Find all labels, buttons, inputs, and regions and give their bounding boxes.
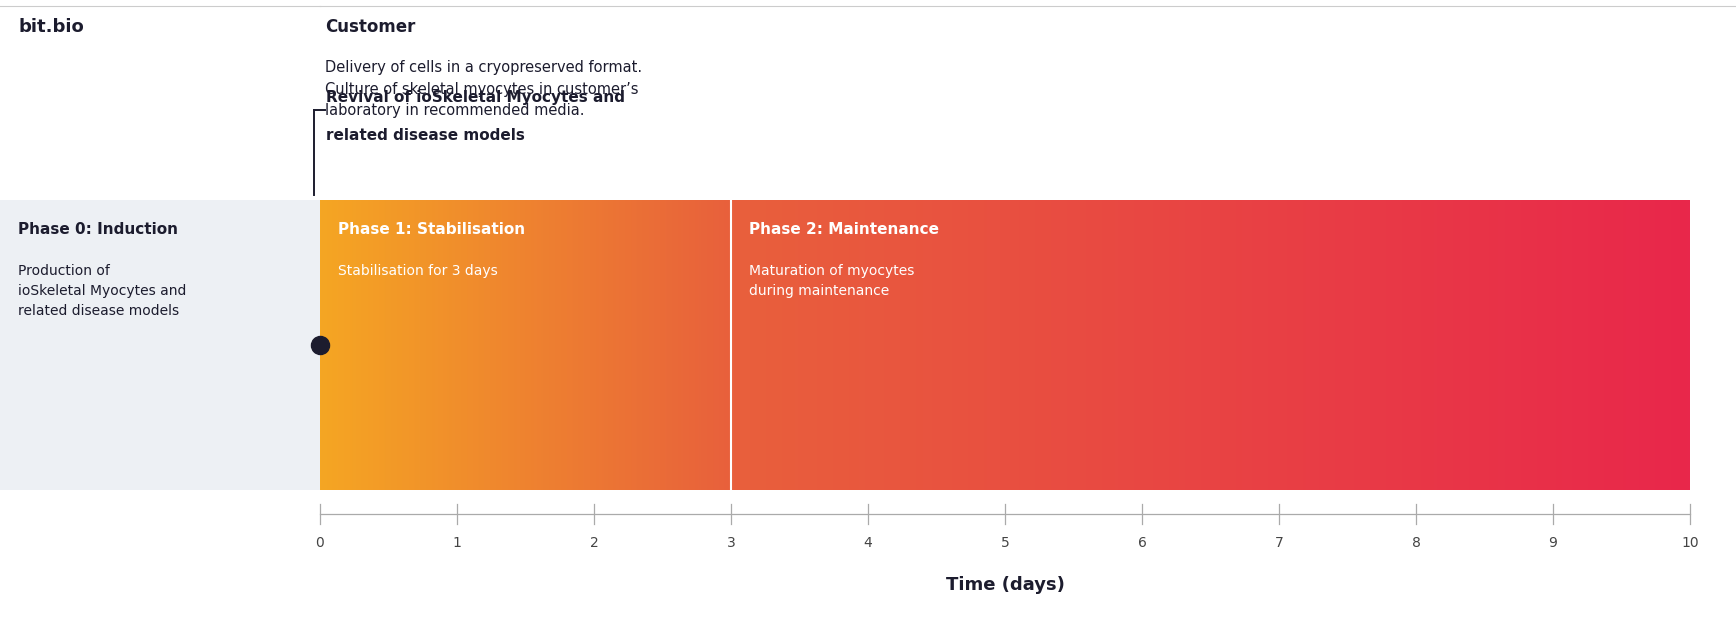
Text: Production of
ioSkeletal Myocytes and
related disease models: Production of ioSkeletal Myocytes and re… [17, 264, 186, 318]
Text: 2: 2 [590, 536, 599, 550]
Text: Phase 1: Stabilisation: Phase 1: Stabilisation [339, 222, 524, 237]
Text: 8: 8 [1411, 536, 1420, 550]
Text: 7: 7 [1274, 536, 1283, 550]
Text: 5: 5 [1000, 536, 1009, 550]
Text: 1: 1 [453, 536, 462, 550]
Text: Time (days): Time (days) [946, 576, 1064, 594]
Text: Phase 0: Induction: Phase 0: Induction [17, 222, 179, 237]
Text: Revival of ioSkeletal Myocytes and: Revival of ioSkeletal Myocytes and [326, 90, 625, 105]
Bar [0, 200, 319, 490]
Text: Customer: Customer [325, 18, 415, 36]
Text: related disease models: related disease models [326, 128, 524, 143]
Text: Delivery of cells in a cryopreserved format.
Culture of skeletal myocytes in cus: Delivery of cells in a cryopreserved for… [325, 60, 642, 118]
Text: Phase 2: Maintenance: Phase 2: Maintenance [748, 222, 939, 237]
Text: 3: 3 [727, 536, 736, 550]
Text: 0: 0 [316, 536, 325, 550]
Text: bit.bio: bit.bio [17, 18, 83, 36]
Text: 6: 6 [1137, 536, 1146, 550]
Text: 10: 10 [1680, 536, 1700, 550]
Text: Stabilisation for 3 days: Stabilisation for 3 days [339, 264, 498, 278]
Text: 9: 9 [1549, 536, 1557, 550]
Text: 4: 4 [863, 536, 873, 550]
Text: Maturation of myocytes
during maintenance: Maturation of myocytes during maintenanc… [748, 264, 915, 298]
